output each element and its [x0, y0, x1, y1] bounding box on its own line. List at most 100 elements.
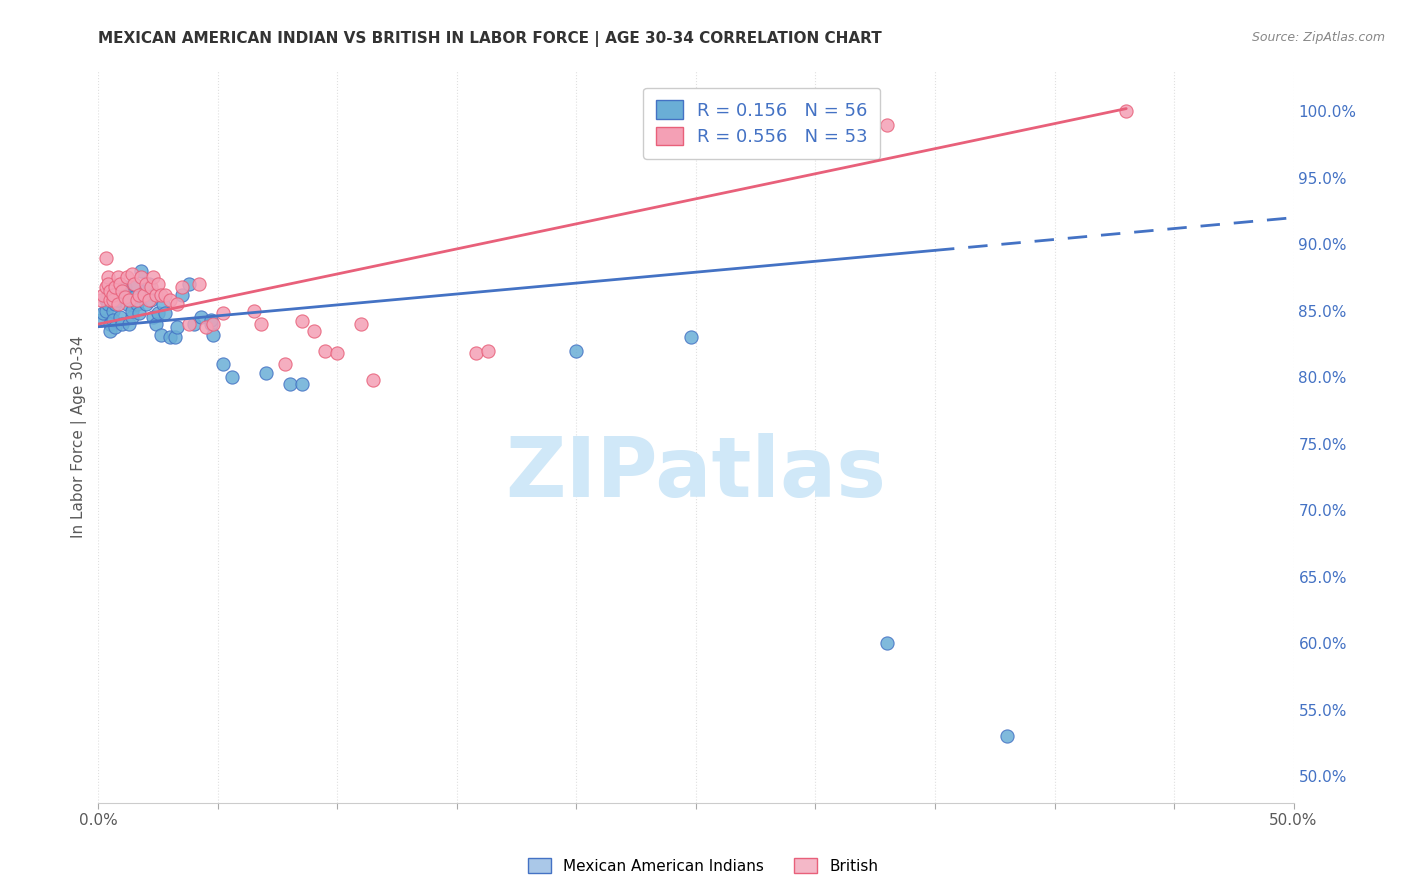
Point: [145, 287, 167, 301]
Point: [98, 324, 122, 338]
Point: [172, 280, 194, 294]
Point: [98, 284, 122, 298]
Point: [107, 293, 129, 307]
Point: [163, 330, 186, 344]
Point: [200, 313, 222, 327]
Point: [211, 306, 233, 320]
Point: [131, 264, 153, 278]
Point: [139, 280, 162, 294]
Point: [291, 314, 314, 328]
Point: [149, 287, 172, 301]
Point: [114, 280, 136, 294]
Point: [131, 270, 153, 285]
Point: [108, 310, 131, 325]
Point: [132, 287, 155, 301]
Point: [121, 310, 143, 325]
Point: [166, 297, 188, 311]
Point: [104, 319, 127, 334]
Point: [94, 251, 117, 265]
Point: [302, 324, 325, 338]
Point: [274, 357, 297, 371]
Point: [107, 297, 129, 311]
Point: [145, 317, 167, 331]
Point: [148, 306, 170, 320]
Point: [155, 306, 177, 320]
Point: [94, 303, 117, 318]
Point: [152, 297, 174, 311]
Point: [121, 267, 143, 281]
Text: MEXICAN AMERICAN INDIAN VS BRITISH IN LABOR FORCE | AGE 30-34 CORRELATION CHART: MEXICAN AMERICAN INDIAN VS BRITISH IN LA…: [98, 31, 882, 47]
Point: [125, 293, 148, 307]
Point: [148, 277, 170, 292]
Point: [111, 317, 134, 331]
Point: [98, 317, 122, 331]
Point: [139, 293, 162, 307]
Point: [254, 366, 277, 380]
Point: [104, 280, 127, 294]
Point: [159, 330, 181, 344]
Point: [190, 310, 212, 325]
Point: [128, 287, 150, 301]
Point: [315, 343, 337, 358]
Point: [115, 297, 138, 311]
Point: [211, 357, 233, 371]
Point: [138, 277, 160, 292]
Point: [115, 287, 138, 301]
Text: ZIPatlas: ZIPatlas: [506, 434, 886, 514]
Legend: R = 0.156   N = 56, R = 0.556   N = 53: R = 0.156 N = 56, R = 0.556 N = 53: [643, 87, 880, 159]
Point: [250, 317, 273, 331]
Point: [97, 297, 120, 311]
Point: [465, 346, 488, 360]
Point: [350, 317, 373, 331]
Point: [172, 287, 194, 301]
Point: [179, 317, 201, 331]
Point: [995, 729, 1018, 743]
Point: [291, 376, 314, 391]
Point: [221, 370, 243, 384]
Point: [104, 297, 127, 311]
Point: [202, 317, 225, 331]
Point: [681, 330, 703, 344]
Point: [876, 636, 898, 650]
Point: [142, 270, 165, 285]
Point: [166, 319, 188, 334]
Point: [159, 293, 181, 307]
Point: [108, 287, 131, 301]
Point: [121, 303, 143, 318]
Point: [326, 346, 349, 360]
Point: [132, 284, 155, 298]
Point: [200, 317, 222, 331]
Point: [98, 293, 122, 307]
Point: [91, 287, 114, 301]
Point: [118, 293, 141, 307]
Y-axis label: In Labor Force | Age 30-34: In Labor Force | Age 30-34: [72, 335, 87, 539]
Point: [101, 293, 124, 307]
Point: [243, 303, 266, 318]
Point: [101, 303, 124, 318]
Point: [202, 327, 225, 342]
Point: [187, 277, 209, 292]
Point: [114, 290, 136, 304]
Point: [124, 277, 146, 292]
Point: [278, 376, 301, 391]
Point: [94, 280, 117, 294]
Point: [135, 297, 157, 311]
Point: [111, 284, 134, 298]
Point: [1115, 104, 1137, 119]
Point: [107, 270, 129, 285]
Point: [149, 327, 172, 342]
Point: [124, 277, 146, 292]
Point: [90, 293, 112, 307]
Point: [565, 343, 588, 358]
Point: [94, 293, 117, 307]
Point: [90, 313, 112, 327]
Legend: Mexican American Indians, British: Mexican American Indians, British: [522, 852, 884, 880]
Point: [101, 287, 124, 301]
Point: [155, 287, 177, 301]
Point: [183, 317, 205, 331]
Point: [135, 277, 157, 292]
Point: [125, 297, 148, 311]
Point: [118, 317, 141, 331]
Point: [97, 277, 120, 292]
Point: [115, 270, 138, 285]
